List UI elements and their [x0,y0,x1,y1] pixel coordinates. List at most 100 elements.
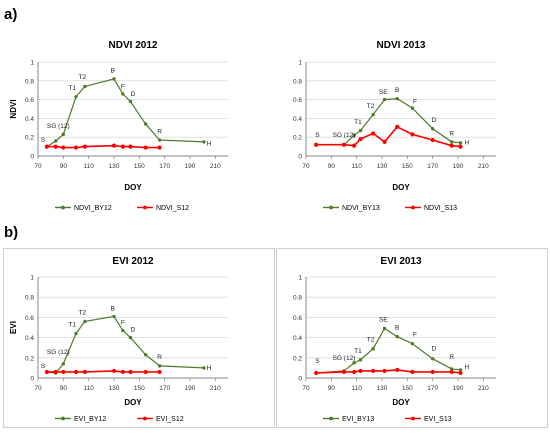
stage-annotation: R [449,354,454,361]
x-axis-label: DOY [124,398,142,407]
stage-annotation: S [315,358,320,365]
x-tick-label: 190 [185,385,196,392]
stage-annotation: SE [379,89,388,96]
legend-swatch-marker [329,205,333,210]
data-point [449,140,454,144]
data-point [54,139,58,143]
data-point [143,353,148,357]
y-tick-label: 0 [298,154,302,161]
data-point [112,77,116,81]
series-line-EVI_BY13 [316,327,461,374]
data-point [61,369,66,375]
stage-annotation: B [395,87,399,94]
data-point [352,143,357,148]
x-tick-label: 110 [83,163,94,170]
data-point [371,131,376,136]
stage-annotation: R [449,130,454,137]
data-point [395,367,400,373]
x-tick-label: 110 [351,163,362,170]
legend-swatch-marker [61,205,65,210]
stage-annotation: F [121,83,125,90]
y-tick-label: 1 [30,275,34,282]
x-tick-label: 130 [109,163,120,170]
data-point [358,368,363,374]
x-tick-label: 110 [351,385,362,392]
y-tick-label: 0 [30,154,34,161]
stage-annotation: R [157,128,162,135]
data-point [449,369,454,375]
data-point [382,368,387,374]
chart-title: NDVI 2013 [377,40,426,51]
data-point [61,145,66,150]
x-tick-label: 170 [427,163,438,170]
data-point [202,140,206,144]
x-tick-label: 90 [60,385,68,392]
data-point [74,95,78,99]
data-point [128,335,133,340]
stage-annotation: S [41,137,46,144]
x-tick-label: 170 [159,163,170,170]
x-tick-label: 130 [377,385,388,392]
y-tick-label: 0.2 [293,135,302,142]
x-tick-label: 150 [402,163,413,170]
stage-annotation: SG (12) [333,132,356,139]
series-line-EVI_S12 [46,370,160,373]
data-point [449,143,454,148]
data-point [410,106,415,110]
legend-entry-label: NDVI_S12 [156,205,189,212]
panel-label-b: b) [4,224,19,241]
data-point [458,141,463,145]
y-axis-label: EVI [9,321,18,334]
x-tick-label: 190 [453,385,464,392]
y-tick-label: 0.2 [293,355,302,362]
stage-annotation: T2 [79,309,87,316]
data-point [430,137,435,143]
data-point [458,370,463,376]
data-point [128,144,133,149]
y-tick-label: 0.4 [293,116,302,123]
data-point [314,142,319,147]
legend-entry-label: EVI_S13 [424,416,452,423]
stage-annotation: R [157,354,162,361]
x-axis-label: DOY [392,398,410,407]
stage-annotation: D [131,327,136,334]
data-point [111,143,117,148]
stage-annotation: SG (12) [47,123,70,130]
x-axis-label: DOY [392,183,410,192]
data-point [157,138,162,142]
data-point [371,112,375,117]
x-tick-label: 210 [210,163,221,170]
legend-entry-label: NDVI_BY13 [342,205,380,212]
stage-annotation: T2 [79,74,87,81]
data-point [83,84,87,89]
chart-title: EVI 2012 [112,256,154,267]
legend: EVI_BY13 EVI_S13 [323,416,452,423]
stage-annotation: D [432,117,437,124]
legend-swatch-marker [61,416,65,421]
stage-annotation: T2 [367,103,375,110]
stage-annotation: S [41,363,46,370]
stage-annotation: F [121,319,125,326]
stage-annotation: H [207,365,212,372]
stage-annotation: T1 [354,119,362,126]
data-point [83,319,87,324]
legend: EVI_BY12 EVI_S12 [55,416,184,423]
data-point [430,357,435,361]
y-axis-label: NDVI [9,99,18,118]
data-point [352,133,356,138]
chart-title: NDVI 2012 [109,40,158,51]
data-point [143,369,148,375]
y-tick-label: 0.6 [293,97,302,104]
legend-swatch-marker [143,205,147,210]
y-tick-label: 0.8 [25,295,34,302]
data-point [121,328,125,333]
data-point [61,362,66,366]
x-tick-label: 210 [478,163,489,170]
x-tick-label: 70 [34,385,42,392]
data-point [157,145,162,150]
stage-annotation: T2 [367,337,375,344]
data-point [458,368,463,372]
